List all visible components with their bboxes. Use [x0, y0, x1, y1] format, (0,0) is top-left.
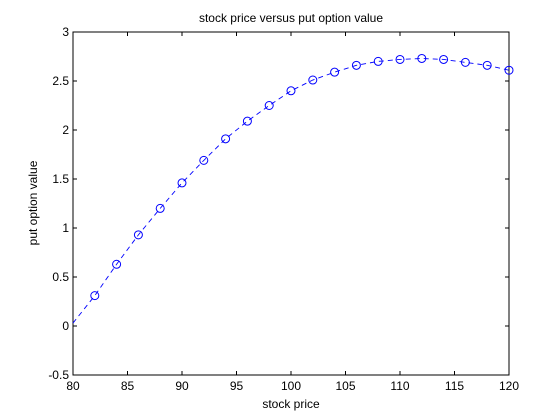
- data-point: [242, 116, 252, 126]
- data-point: [373, 56, 383, 66]
- data-point: [395, 54, 405, 64]
- data-point: [351, 60, 361, 70]
- data-point: [330, 67, 340, 77]
- x-tick-label: 95: [230, 379, 244, 393]
- data-point: [199, 155, 209, 165]
- x-tick-label: 120: [499, 379, 519, 393]
- y-tick-label: -0.5: [48, 368, 69, 382]
- series-line: [72, 58, 510, 324]
- series-markers: [90, 53, 514, 301]
- x-tick-label: 115: [445, 379, 464, 393]
- y-tick-label: 1.5: [52, 172, 69, 186]
- x-tick-label: 90: [175, 379, 189, 393]
- chart-title: stock price versus put option value: [199, 11, 383, 25]
- data-point: [90, 291, 100, 301]
- tick-marks: [72, 31, 510, 376]
- data-point: [112, 259, 122, 269]
- data-point: [439, 54, 449, 64]
- data-point: [286, 86, 296, 96]
- y-tick-labels: -0.5 0 0.5 1 1.5 2 2.5 3: [48, 25, 69, 382]
- x-tick-label: 110: [390, 379, 409, 393]
- data-point: [504, 65, 514, 75]
- data-point: [221, 134, 231, 144]
- x-tick-label: 85: [121, 379, 135, 393]
- data-point: [177, 178, 187, 188]
- x-tick-label: 105: [335, 379, 355, 393]
- y-axis-label: put option value: [26, 160, 40, 245]
- y-tick-label: 1: [62, 221, 69, 235]
- x-tick-label: 100: [281, 379, 301, 393]
- data-point: [482, 60, 492, 70]
- data-point: [133, 230, 143, 240]
- y-tick-label: 2.5: [52, 74, 69, 88]
- y-tick-label: 0: [62, 319, 69, 333]
- data-point: [417, 53, 427, 63]
- x-axis-label: stock price: [262, 397, 320, 411]
- data-point: [308, 75, 318, 85]
- plot-area: [72, 31, 510, 376]
- x-tick-labels: 80 85 90 95 100 105 110 115 120: [66, 379, 519, 393]
- x-tick-label: 80: [66, 379, 80, 393]
- data-point: [460, 57, 470, 67]
- data-point: [155, 203, 165, 213]
- y-tick-label: 3: [62, 25, 69, 39]
- data-point: [264, 101, 274, 110]
- y-tick-label: 0.5: [52, 270, 69, 284]
- y-tick-label: 2: [62, 123, 69, 137]
